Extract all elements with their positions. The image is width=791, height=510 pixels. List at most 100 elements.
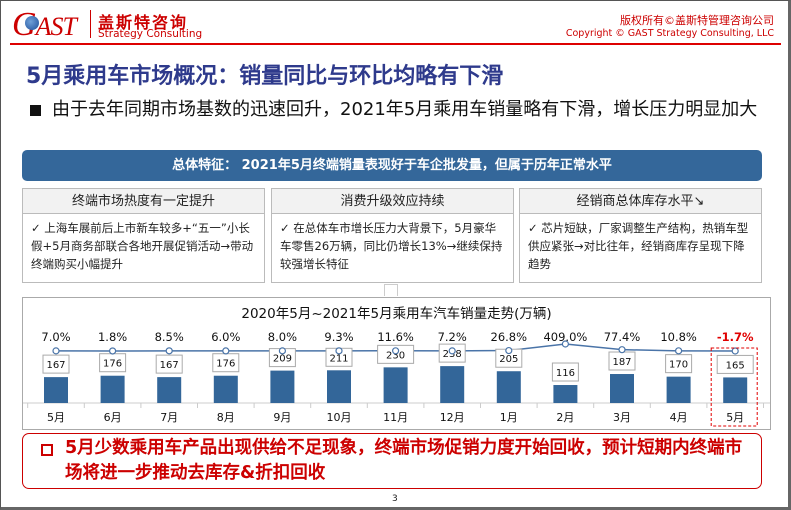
key-bullet: 由于去年同期市场基数的迅速回升，2021年5月乘用车销量略有下滑，增长压力明显加… (30, 98, 770, 122)
x-tick-label: 1月 (500, 411, 518, 424)
bar-4 (270, 370, 295, 403)
x-tick-label: 10月 (327, 411, 352, 424)
copyright-en: Copyright © GAST Strategy Consulting, LL… (565, 28, 774, 39)
bar-10 (610, 374, 634, 403)
growth-point (165, 347, 173, 355)
bar-value-box (42, 354, 70, 374)
bar-7 (440, 366, 465, 403)
growth-point (731, 347, 739, 355)
bar-value-box (665, 354, 693, 374)
x-tick-label: 3月 (613, 411, 631, 424)
growth-label: 1.8% (98, 330, 127, 344)
growth-label: 409.0% (543, 330, 587, 344)
conclusion-text: 5月少数乘用车产品出现供给不足现象，终端市场促销力度开始回收，预计短期内终端市场… (65, 438, 743, 483)
x-tick-label: 6月 (104, 411, 122, 424)
growth-label: 9.3% (324, 330, 353, 344)
bar-value-box (155, 354, 183, 374)
header-divider (10, 43, 781, 45)
growth-label: 6.0% (211, 330, 240, 344)
bar-value-label: 167 (46, 360, 65, 371)
bar-12 (723, 377, 748, 403)
growth-point (222, 347, 230, 355)
card-body: ✓ 在总体车市增长压力大背景下，5月豪华车零售26万辆，同比仍增长13%→继续保… (280, 221, 503, 271)
growth-point (108, 347, 117, 355)
growth-label: 77.4% (604, 330, 641, 344)
card-title: 消费升级效应持续 (272, 189, 513, 214)
bar-value-label: 176 (103, 359, 122, 370)
card-terminal-market: 终端市场热度有一定提升 ✓ 上海车展前后上市新车较多+“五一”小长假+5月商务部联… (22, 188, 265, 283)
bar-value-box (716, 354, 754, 374)
bar-value-label: 176 (216, 359, 235, 370)
bar-value-label: 238 (443, 349, 462, 360)
bullet-square-icon (30, 105, 41, 116)
x-tick-label: 5月 (726, 411, 744, 424)
connector-arrow-icon (384, 284, 398, 296)
growth-label: 8.5% (155, 330, 184, 344)
card-body: ✓ 上海车展前后上市新车较多+“五一”小长假+5月商务部联合各地开展促销活动→带… (31, 221, 254, 271)
x-tick-label: 9月 (273, 411, 291, 424)
bar-value-label: 230 (386, 350, 405, 361)
growth-point (618, 346, 626, 354)
gast-logo: GAST (12, 6, 77, 43)
bar-value-label: 170 (669, 360, 688, 371)
page-number: 3 (392, 494, 398, 504)
summary-banner: 总体特征： 2021年5月终端销量表现好于车企批发量，但属于历年正常水平 (22, 150, 762, 181)
card-title: 终端市场热度有一定提升 (23, 189, 264, 214)
growth-point (561, 340, 570, 348)
growth-point (278, 347, 286, 355)
growth-point (392, 347, 400, 355)
bar-2 (157, 377, 182, 403)
x-tick-label: 12月 (440, 411, 465, 424)
x-tick-label: 2月 (556, 411, 574, 424)
card-body: ✓ 芯片短缺，厂家调整生产结构，热销车型供应紧张→对比往年，经销商库存呈现下降趋… (528, 221, 749, 271)
card-dealer-inventory: 经销商总体库存水平↘ ✓ 芯片短缺，厂家调整生产结构，热销车型供应紧张→对比往年，… (519, 188, 762, 283)
growth-point (674, 347, 683, 355)
conclusion-box: 5月少数乘用车产品出现供给不足现象，终端市场促销力度开始回收，预计短期内终端市场… (22, 433, 762, 489)
growth-label: 26.8% (491, 330, 528, 344)
bar-6 (383, 367, 408, 403)
checkbox-square-icon (41, 444, 53, 456)
highlight-box (710, 347, 758, 427)
x-tick-label: 8月 (217, 411, 235, 424)
growth-label: 11.6% (377, 330, 414, 344)
card-title: 经销商总体库存水平↘ (520, 189, 761, 214)
bar-value-label: 116 (556, 368, 575, 379)
bar-3 (213, 375, 238, 403)
growth-label: 7.0% (41, 330, 70, 344)
bar-8 (496, 371, 521, 403)
chart-title: 2020年5月~2021年5月乘用车汽车销量走势(万辆) (241, 306, 552, 322)
chart-canvas: 167 7.0% 5月 176 1.8% 6月 167 8.5% 7月 176 6.0% 8月 209 8… (23, 330, 770, 427)
growth-point (335, 347, 343, 355)
slide-title: 5月乘用车市场概况：销量同比与环比均略有下滑 (26, 64, 504, 89)
x-tick-label: 11月 (383, 411, 408, 424)
bar-5 (327, 370, 351, 403)
growth-label: 8.0% (268, 330, 297, 344)
sales-trend-chart: 2020年5月~2021年5月乘用车汽车销量走势(万辆) 167 7.0% 5月 17… (22, 297, 771, 430)
growth-point (448, 347, 456, 355)
growth-label: 7.2% (438, 330, 467, 344)
x-tick-label: 5月 (47, 411, 65, 424)
bar-value-label: 167 (160, 360, 179, 371)
bullet-text: 由于去年同期市场基数的迅速回升，2021年5月乘用车销量略有下滑，增长压力明显加… (52, 99, 758, 120)
bar-value-label: 211 (329, 353, 348, 364)
brand-name-en: Strategy Consulting (98, 28, 203, 40)
card-consumption-upgrade: 消费升级效应持续 ✓ 在总体车市增长压力大背景下，5月豪华车零售26万辆，同比仍增… (271, 188, 514, 283)
growth-point (505, 346, 513, 355)
bar-value-label: 187 (612, 357, 631, 368)
growth-label: 10.8% (660, 330, 697, 344)
bar-value-box (551, 362, 579, 382)
copyright-cn: 版权所有©盖斯特管理咨询公司 (620, 14, 774, 27)
bar-0 (44, 377, 68, 403)
bar-value-label: 165 (726, 360, 745, 371)
bar-1 (100, 375, 125, 403)
growth-point (52, 347, 60, 355)
bar-11 (666, 376, 691, 403)
bar-9 (553, 385, 578, 403)
bar-value-label: 205 (499, 354, 518, 365)
brand-name-cn: 盖斯特咨询 (98, 13, 189, 32)
growth-label: -1.7% (717, 330, 754, 344)
x-tick-label: 4月 (670, 411, 688, 424)
bar-value-label: 209 (273, 354, 292, 365)
divider (90, 10, 91, 38)
